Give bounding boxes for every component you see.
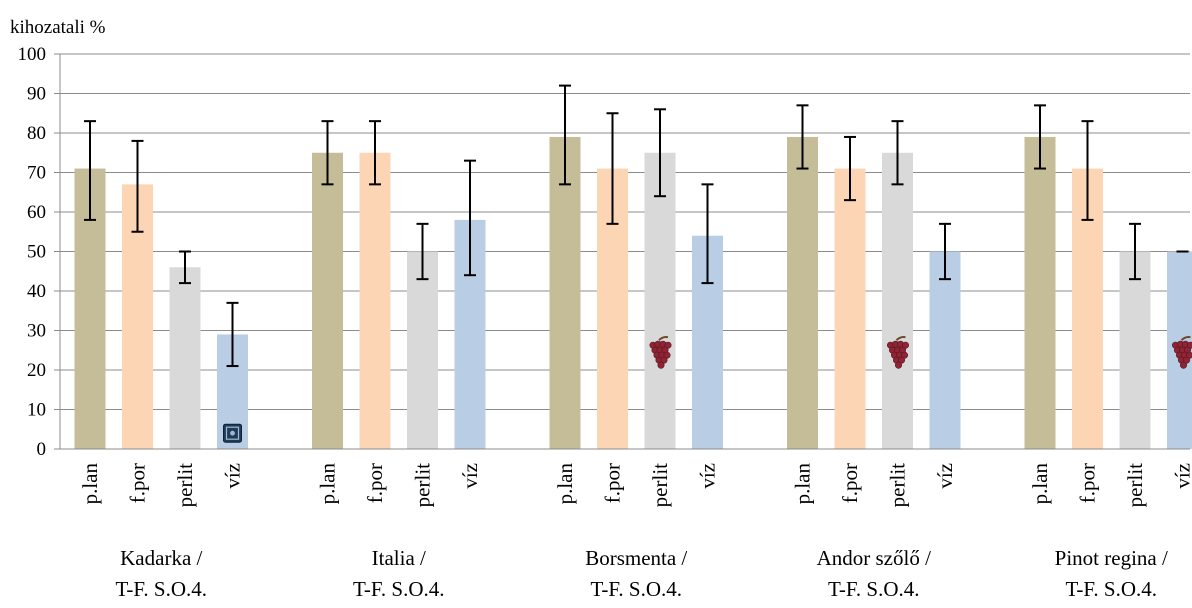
bar [360,153,391,449]
bar [787,137,818,449]
y-tick-label: 30 [27,321,46,342]
x-tick-label: víz [1171,463,1192,489]
group-label: Kadarka / [120,546,202,570]
x-tick-label: p.lan [1028,463,1052,505]
y-tick-label: 70 [27,163,46,184]
bar-layer [75,137,1192,449]
y-tick-label: 0 [37,439,47,460]
bar [1120,252,1151,450]
bar [407,252,438,450]
group-label: Borsmenta / [585,546,687,570]
x-tick-label: p.lan [316,463,340,505]
group-sublabel: T-F. S.O.4. [828,577,920,601]
y-axis-label: kihozatali % [10,17,106,38]
x-tick-label: víz [221,463,245,489]
bar [312,153,343,449]
x-tick-label: f.por [601,463,625,503]
bar [835,169,866,449]
y-tick-label: 80 [27,123,46,144]
group-sublabel: T-F. S.O.4. [1066,577,1158,601]
x-tick-label: víz [696,463,720,489]
group-sublabel: T-F. S.O.4. [591,577,683,601]
bar [1025,137,1056,449]
y-tick-label: 60 [27,202,46,223]
x-tick-label: perlit [173,463,197,507]
bar [882,153,913,449]
x-tick-label: p.lan [78,463,102,505]
group-label: Pinot regina / [1055,546,1168,570]
x-tick-label: p.lan [553,463,577,505]
group-label: Andor szőlő / [817,546,931,570]
y-tick-label: 20 [27,360,46,381]
bar [930,252,961,450]
safe-icon [224,424,242,442]
x-tick-label: víz [933,463,957,489]
y-tick-label: 50 [27,242,46,263]
x-tick-label: perlit [411,463,435,507]
error-bar-layer [84,86,1189,366]
x-tick-label: f.por [126,463,150,503]
x-tick-label: f.por [363,463,387,503]
y-tick-label: 10 [27,400,46,421]
group-sublabel: T-F. S.O.4. [353,577,445,601]
x-tick-label: perlit [886,463,910,507]
y-tick-label: 100 [18,44,47,65]
bar [170,267,201,449]
group-label: Italia / [372,546,426,570]
y-tick-label: 90 [27,84,46,105]
x-tick-label: p.lan [791,463,815,505]
x-tick-label: perlit [648,463,672,507]
x-tick-label: f.por [838,463,862,503]
y-tick-label: 40 [27,281,46,302]
x-tick-label: f.por [1076,463,1100,503]
x-tick-label: perlit [1123,463,1147,507]
x-tick-label: víz [458,463,482,489]
group-sublabel: T-F. S.O.4. [116,577,208,601]
